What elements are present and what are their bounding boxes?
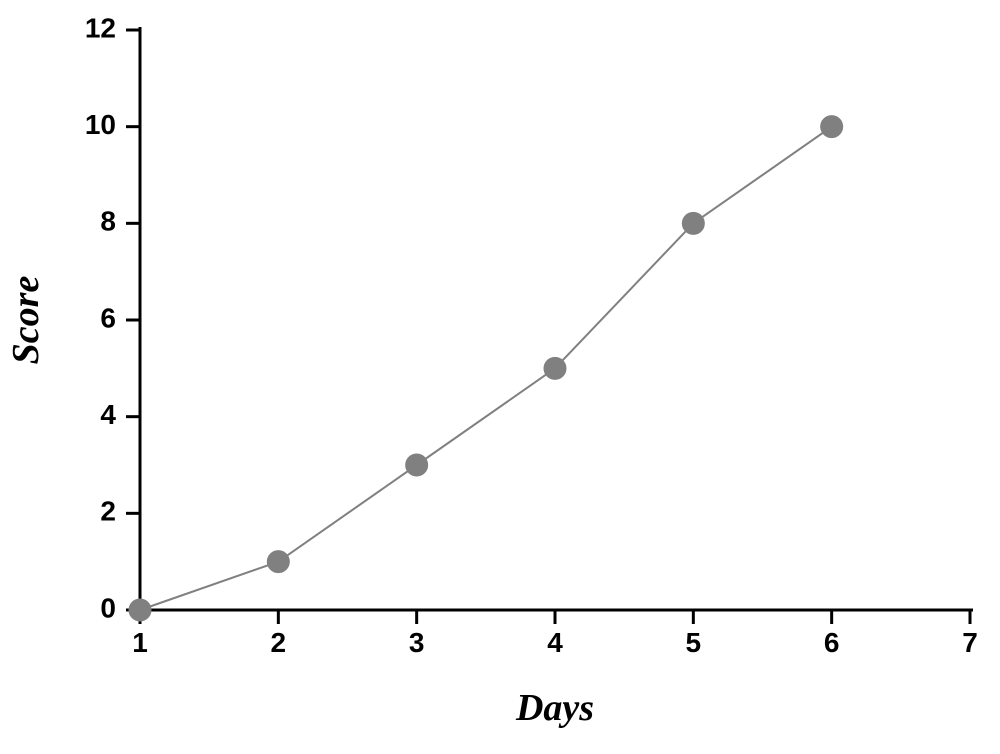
- y-tick-label: 0: [100, 592, 116, 623]
- y-axis-label: Score: [5, 276, 47, 365]
- y-tick-label: 8: [100, 206, 116, 237]
- x-tick-label: 4: [547, 627, 563, 658]
- y-tick-label: 4: [100, 399, 116, 430]
- x-tick-label: 3: [409, 627, 425, 658]
- data-point: [544, 357, 566, 379]
- x-tick-label: 5: [686, 627, 702, 658]
- y-tick-label: 12: [85, 12, 116, 43]
- data-point: [406, 454, 428, 476]
- data-point: [821, 116, 843, 138]
- y-tick-label: 10: [85, 109, 116, 140]
- data-point: [129, 599, 151, 621]
- y-tick-label: 2: [100, 496, 116, 527]
- chart-container: 0246810121234567ScoreDays: [0, 0, 1000, 754]
- chart-background: [0, 0, 1000, 754]
- x-axis-label: Days: [515, 687, 594, 729]
- x-tick-label: 1: [132, 627, 148, 658]
- x-tick-label: 6: [824, 627, 840, 658]
- data-point: [267, 551, 289, 573]
- y-tick-label: 6: [100, 302, 116, 333]
- line-chart: 0246810121234567ScoreDays: [0, 0, 1000, 754]
- x-tick-label: 7: [962, 627, 978, 658]
- x-tick-label: 2: [271, 627, 287, 658]
- data-point: [682, 212, 704, 234]
